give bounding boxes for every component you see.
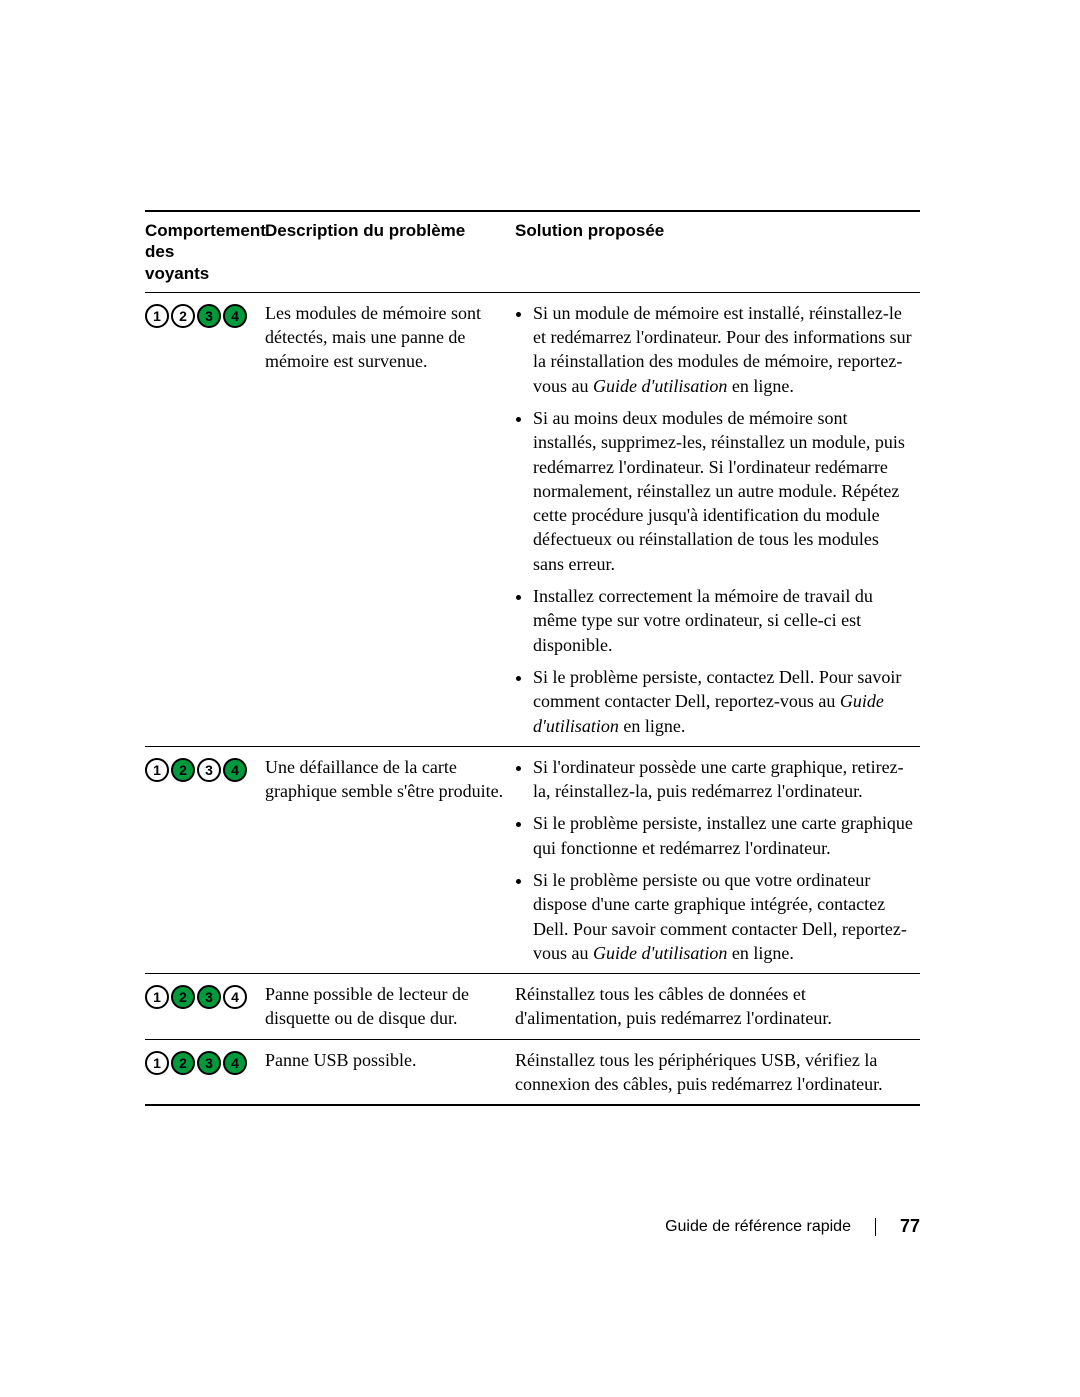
led-row: 1234 xyxy=(145,1048,259,1075)
table-row: 1234Les modules de mémoire sont détectés… xyxy=(145,292,920,746)
col-header-voyants-l2: voyants xyxy=(145,264,209,283)
page: Comportement des voyants Description du … xyxy=(0,0,1080,1397)
solution-list: Si un module de mémoire est installé, ré… xyxy=(515,301,914,738)
led-1-icon: 1 xyxy=(145,1051,169,1075)
solution-text: Réinstallez tous les câbles de données e… xyxy=(515,982,914,1031)
cell-solution: Si l'ordinateur possède une carte graphi… xyxy=(515,746,920,973)
solution-item: Si le problème persiste, installez une c… xyxy=(533,811,914,860)
diagnostics-table: Comportement des voyants Description du … xyxy=(145,210,920,1106)
cell-description: Panne USB possible. xyxy=(265,1039,515,1105)
cell-voyants: 1234 xyxy=(145,974,265,1040)
solution-item: Installez correctement la mémoire de tra… xyxy=(533,584,914,657)
footer-page-number: 77 xyxy=(900,1216,920,1237)
cell-voyants: 1234 xyxy=(145,746,265,973)
cell-voyants: 1234 xyxy=(145,1039,265,1105)
table-row: 1234Panne possible de lecteur de disquet… xyxy=(145,974,920,1040)
led-3-icon: 3 xyxy=(197,758,221,782)
led-1-icon: 1 xyxy=(145,304,169,328)
table-row: 1234Une défaillance de la carte graphiqu… xyxy=(145,746,920,973)
cell-description: Les modules de mémoire sont détectés, ma… xyxy=(265,292,515,746)
table-row: 1234Panne USB possible.Réinstallez tous … xyxy=(145,1039,920,1105)
table-header-row: Comportement des voyants Description du … xyxy=(145,211,920,292)
solution-text: Réinstallez tous les périphériques USB, … xyxy=(515,1048,914,1097)
led-4-icon: 4 xyxy=(223,304,247,328)
led-2-icon: 2 xyxy=(171,758,195,782)
led-4-icon: 4 xyxy=(223,985,247,1009)
solution-item: Si le problème persiste ou que votre ord… xyxy=(533,868,914,965)
led-row: 1234 xyxy=(145,301,259,328)
led-row: 1234 xyxy=(145,755,259,782)
led-1-icon: 1 xyxy=(145,758,169,782)
solution-item: Si le problème persiste, contactez Dell.… xyxy=(533,665,914,738)
led-3-icon: 3 xyxy=(197,1051,221,1075)
col-header-description: Description du problème xyxy=(265,211,515,292)
led-4-icon: 4 xyxy=(223,1051,247,1075)
footer-separator xyxy=(875,1218,876,1236)
guide-reference: Guide d'utilisation xyxy=(593,376,727,396)
guide-reference: Guide d'utilisation xyxy=(533,691,884,735)
cell-description: Une défaillance de la carte graphique se… xyxy=(265,746,515,973)
led-1-icon: 1 xyxy=(145,985,169,1009)
led-2-icon: 2 xyxy=(171,985,195,1009)
cell-solution: Si un module de mémoire est installé, ré… xyxy=(515,292,920,746)
solution-item: Si un module de mémoire est installé, ré… xyxy=(533,301,914,398)
cell-voyants: 1234 xyxy=(145,292,265,746)
col-header-voyants: Comportement des voyants xyxy=(145,211,265,292)
led-3-icon: 3 xyxy=(197,304,221,328)
cell-solution: Réinstallez tous les câbles de données e… xyxy=(515,974,920,1040)
led-2-icon: 2 xyxy=(171,1051,195,1075)
page-footer: Guide de référence rapide 77 xyxy=(665,1216,920,1237)
solution-list: Si l'ordinateur possède une carte graphi… xyxy=(515,755,914,965)
cell-solution: Réinstallez tous les périphériques USB, … xyxy=(515,1039,920,1105)
solution-item: Si au moins deux modules de mémoire sont… xyxy=(533,406,914,576)
col-header-solution: Solution proposée xyxy=(515,211,920,292)
guide-reference: Guide d'utilisation xyxy=(593,943,727,963)
solution-item: Si l'ordinateur possède une carte graphi… xyxy=(533,755,914,804)
footer-title: Guide de référence rapide xyxy=(665,1218,851,1236)
led-2-icon: 2 xyxy=(171,304,195,328)
led-row: 1234 xyxy=(145,982,259,1009)
led-4-icon: 4 xyxy=(223,758,247,782)
table-body: 1234Les modules de mémoire sont détectés… xyxy=(145,292,920,1105)
cell-description: Panne possible de lecteur de disquette o… xyxy=(265,974,515,1040)
col-header-voyants-l1: Comportement des xyxy=(145,221,266,261)
led-3-icon: 3 xyxy=(197,985,221,1009)
